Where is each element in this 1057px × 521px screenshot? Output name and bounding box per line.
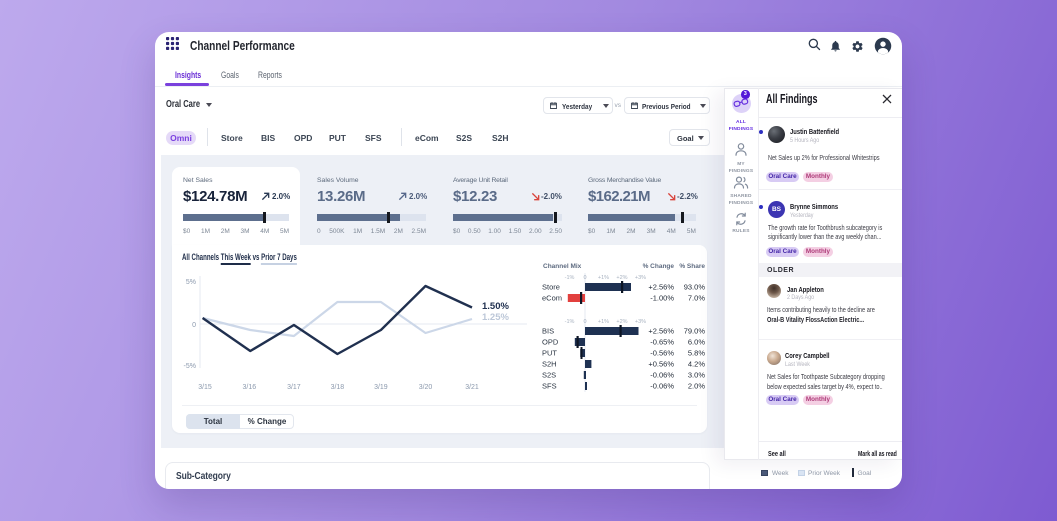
svg-text:PUT: PUT	[542, 349, 557, 358]
svg-text:5.8%: 5.8%	[688, 349, 705, 358]
svg-text:Channel Mix: Channel Mix	[543, 263, 582, 270]
svg-text:-5%: -5%	[184, 363, 196, 370]
svg-text:+3%: +3%	[635, 319, 646, 325]
svg-text:3/16: 3/16	[242, 384, 256, 391]
svg-text:+2.56%: +2.56%	[648, 283, 674, 292]
svg-text:5%: 5%	[186, 279, 196, 286]
svg-text:93.0%: 93.0%	[684, 283, 706, 292]
svg-text:S2S: S2S	[542, 371, 556, 380]
svg-text:3/15: 3/15	[198, 384, 212, 391]
svg-text:-0.06%: -0.06%	[650, 382, 674, 391]
svg-text:Store: Store	[542, 283, 560, 292]
svg-text:+0.56%: +0.56%	[648, 360, 674, 369]
svg-text:-0.65%: -0.65%	[650, 338, 674, 347]
svg-text:% Share: % Share	[679, 263, 705, 270]
svg-text:0: 0	[583, 275, 586, 281]
svg-text:+2.56%: +2.56%	[648, 327, 674, 336]
svg-text:3/21: 3/21	[465, 384, 479, 391]
svg-text:+1%: +1%	[598, 319, 609, 325]
svg-text:79.0%: 79.0%	[684, 327, 706, 336]
svg-text:+2%: +2%	[616, 275, 627, 281]
svg-text:4.2%: 4.2%	[688, 360, 705, 369]
svg-text:-0.56%: -0.56%	[650, 349, 674, 358]
svg-text:-1%: -1%	[565, 319, 575, 325]
svg-text:3/19: 3/19	[374, 384, 388, 391]
svg-text:3/20: 3/20	[419, 384, 433, 391]
svg-text:3/18: 3/18	[331, 384, 345, 391]
svg-text:0: 0	[192, 322, 196, 329]
svg-text:-0.06%: -0.06%	[650, 371, 674, 380]
svg-text:S2H: S2H	[542, 360, 557, 369]
svg-text:eCom: eCom	[542, 294, 562, 303]
svg-text:2.0%: 2.0%	[688, 382, 705, 391]
svg-text:7.0%: 7.0%	[688, 294, 705, 303]
svg-text:3.0%: 3.0%	[688, 371, 705, 380]
svg-text:+2%: +2%	[616, 319, 627, 325]
svg-text:0: 0	[583, 319, 586, 325]
svg-text:-1.00%: -1.00%	[650, 294, 674, 303]
svg-text:BIS: BIS	[542, 327, 554, 336]
svg-text:-1%: -1%	[565, 275, 575, 281]
svg-text:OPD: OPD	[542, 338, 559, 347]
svg-text:3/17: 3/17	[287, 384, 301, 391]
svg-text:% Change: % Change	[643, 263, 675, 270]
svg-text:SFS: SFS	[542, 382, 557, 391]
svg-text:+1%: +1%	[598, 275, 609, 281]
svg-text:6.0%: 6.0%	[688, 338, 705, 347]
svg-text:+3%: +3%	[635, 275, 646, 281]
